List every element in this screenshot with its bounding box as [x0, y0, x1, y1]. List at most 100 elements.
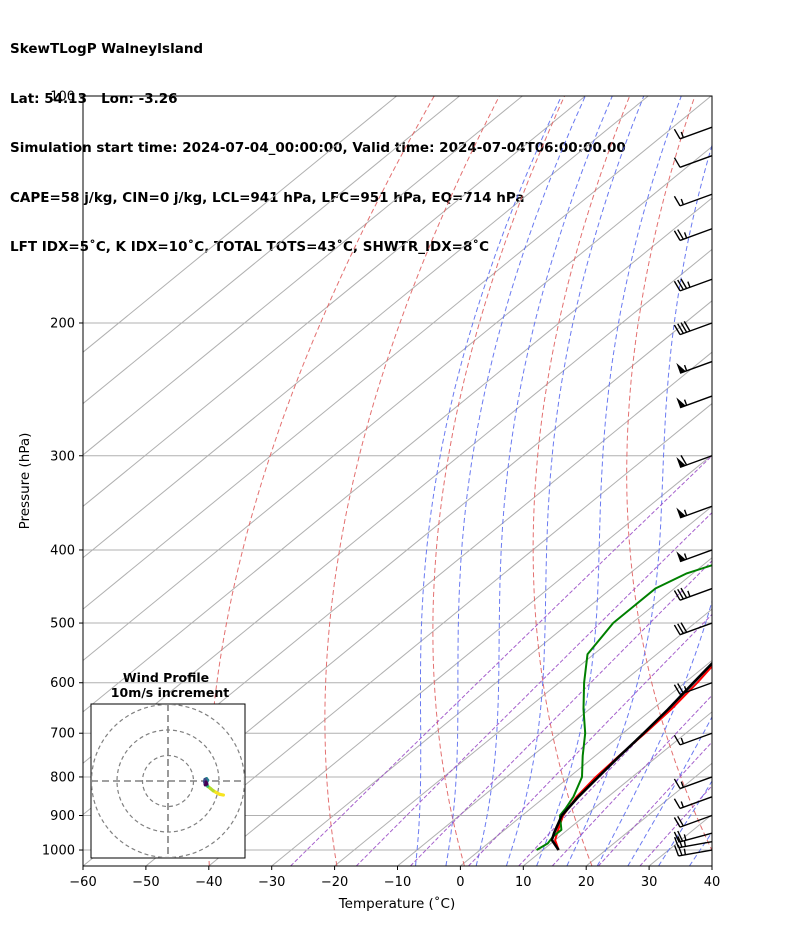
barb-staff: [679, 126, 713, 140]
moist-adiabat: [475, 96, 613, 866]
y-axis-label: Pressure (hPa): [17, 433, 33, 530]
wind-barb: [673, 321, 713, 336]
barb-full: [673, 280, 681, 292]
isotherm-line: [83, 146, 712, 662]
barb-staff: [678, 841, 713, 849]
y-tick-label: 500: [50, 617, 75, 632]
isotherm-line: [145, 402, 712, 866]
wind-barb: [673, 682, 713, 696]
moist-adiabat: [566, 143, 712, 866]
x-tick-label: 10: [515, 875, 532, 890]
barb-full: [673, 230, 681, 241]
barb-half: [683, 686, 688, 693]
mixing-ratio-line: [518, 661, 712, 866]
barb-staff: [679, 155, 713, 168]
stability-indices: LFT IDX=5˚C, K IDX=10˚C, TOTAL TOTS=43˚C…: [10, 239, 490, 255]
barb-full: [677, 830, 684, 842]
barb-full: [673, 157, 681, 168]
y-tick-label: 1000: [42, 844, 75, 859]
barb-full: [673, 734, 681, 746]
x-tick-label: −30: [258, 875, 285, 890]
barb-full: [680, 587, 688, 599]
barb-half: [680, 801, 684, 808]
wind-barb: [673, 278, 713, 292]
barb-staff: [678, 849, 713, 857]
wind-barb: [676, 454, 713, 469]
barb-staff: [679, 322, 713, 336]
hodograph-title: Wind Profile: [123, 670, 209, 685]
barb-half: [683, 848, 687, 855]
barb-pennant: [676, 362, 686, 374]
wind-barb: [673, 796, 713, 810]
mixing-ratio-line: [355, 511, 712, 866]
barb-pennant: [676, 457, 686, 468]
wind-barb: [673, 776, 713, 790]
moist-adiabat: [445, 96, 586, 866]
isotherm-line: [83, 96, 649, 559]
barb-half: [683, 840, 687, 847]
x-axis-ticks: −60 −50 −40 −30 −20 −10 0 10 20 30 40: [69, 866, 720, 890]
barb-half: [683, 232, 688, 239]
y-tick-label: 900: [50, 809, 75, 824]
barb-staff: [679, 193, 713, 207]
barb-full: [673, 684, 681, 695]
barb-half: [680, 131, 684, 138]
x-tick-label: 0: [456, 875, 464, 890]
y-tick-label: 400: [50, 543, 75, 558]
y-tick-label: 600: [50, 676, 75, 691]
barb-staff: [679, 622, 713, 636]
reference-lines: [83, 96, 794, 866]
parcel-line: [550, 661, 712, 851]
barb-staff: [679, 228, 713, 242]
hodograph-subtitle: 10m/s increment: [111, 685, 229, 700]
isotherm-line: [460, 659, 712, 866]
barb-staff: [679, 814, 713, 828]
wind-barb: [676, 360, 713, 374]
barb-staff: [679, 732, 713, 746]
barb-full: [680, 622, 688, 633]
barb-full: [680, 278, 688, 289]
moist-adiabat: [688, 831, 712, 866]
dry-adiabat: [432, 96, 566, 866]
temperature-line: [554, 664, 712, 851]
isotherm-line: [208, 454, 712, 866]
x-tick-label: −50: [132, 875, 159, 890]
y-tick-label: 200: [50, 316, 75, 331]
y-axis-ticks: 1000 900 800 700 600 500 400 300 200 100: [42, 90, 83, 859]
barb-full: [673, 624, 681, 636]
barb-half: [680, 737, 684, 744]
x-tick-label: 40: [704, 875, 721, 890]
isotherm-line: [83, 96, 397, 353]
hodograph-segment: [204, 780, 209, 786]
barb-half: [683, 364, 688, 372]
barb-half: [683, 509, 688, 516]
barb-full: [673, 195, 681, 207]
y-tick-label: 700: [50, 727, 75, 742]
wind-barb: [673, 622, 713, 636]
y-tick-label: 300: [50, 449, 75, 464]
mixing-ratio-line: [290, 455, 712, 866]
isotherm-line: [397, 608, 712, 866]
barb-full: [677, 229, 684, 240]
barb-full: [680, 322, 688, 333]
sounding-profiles: [536, 564, 712, 851]
barb-full: [677, 323, 684, 334]
barb-staff: [679, 549, 713, 563]
y-tick-label: 100: [50, 90, 75, 105]
moist-adiabat: [505, 96, 645, 866]
barb-staff: [679, 796, 713, 810]
wind-barb: [673, 830, 713, 843]
isotherm-line: [83, 197, 712, 713]
dry-adiabat: [532, 96, 631, 866]
dewpoint-line: [536, 564, 712, 851]
barb-staff: [679, 360, 713, 374]
chart-header: SkewTLogP WalneyIsland Lat: 54.13 Lon: -…: [10, 8, 626, 272]
isotherm-line: [83, 96, 712, 610]
barb-pennant: [676, 507, 686, 518]
x-tick-label: −10: [384, 875, 411, 890]
wind-barb: [676, 505, 713, 519]
barb-staff: [679, 278, 713, 292]
dry-adiabat: [714, 96, 794, 866]
wind-barbs: [673, 126, 713, 857]
